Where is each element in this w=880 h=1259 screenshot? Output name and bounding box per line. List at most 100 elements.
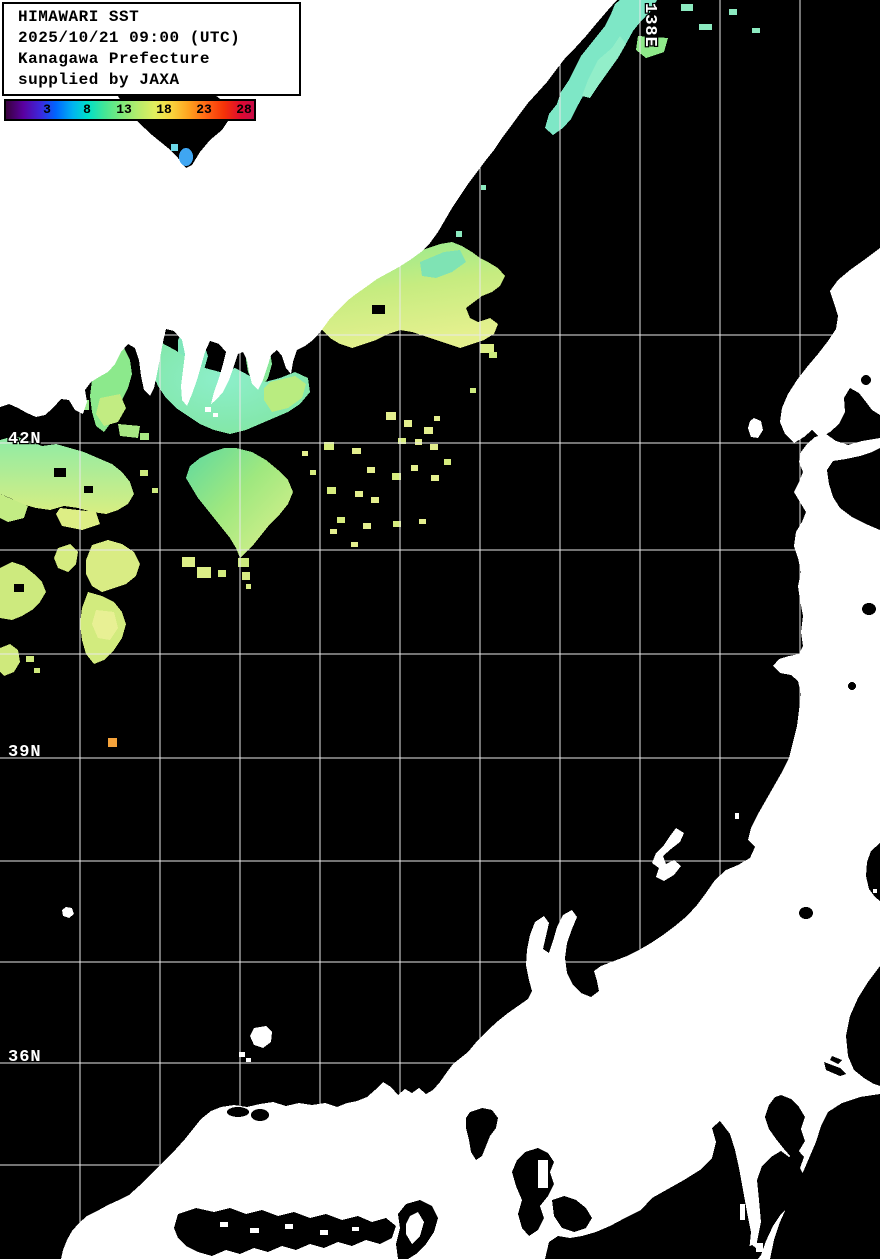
- mikawa-bay: [552, 1196, 592, 1232]
- sst-speck: [681, 4, 693, 11]
- island-niijima: [756, 1243, 763, 1252]
- sst-khanka-cyan: [171, 144, 178, 151]
- sst-field-hole: [54, 468, 66, 477]
- island-inland: [285, 1224, 293, 1229]
- island-awaji: [406, 1212, 424, 1244]
- sst-patch-left-field: [0, 436, 134, 514]
- sst-field-ext: [0, 494, 28, 522]
- lake-kitaura: [830, 1056, 842, 1064]
- island-okushiri: [748, 418, 763, 438]
- island-oki-dozen: [239, 1052, 245, 1057]
- island-russky: [213, 413, 218, 417]
- pacific-kashima: [846, 966, 880, 1086]
- labels-layer: 42N 39N 36N 138E: [7, 2, 661, 1069]
- island-inland: [220, 1222, 228, 1227]
- lake-nakaumi: [251, 1109, 269, 1121]
- water-layer: [118, 84, 880, 1259]
- island-sado: [652, 828, 684, 881]
- sst-field-ext: [56, 508, 100, 530]
- info-box: HIMAWARI SST 2025/10/21 09:00 (UTC) Kana…: [2, 2, 301, 96]
- island-ulleungdo: [62, 907, 74, 918]
- lake-kasumigaura: [824, 1062, 846, 1076]
- lake-towada: [862, 603, 876, 615]
- sst-speck: [218, 570, 226, 577]
- sst-cluster-core: [92, 610, 118, 640]
- izu-tip-water: [740, 1245, 760, 1259]
- islands-layer: [62, 813, 877, 1252]
- sst-speck: [729, 9, 737, 15]
- sst-speck: [34, 668, 40, 673]
- sst-cluster: [86, 540, 140, 592]
- lat-label-39n: 39N: [8, 743, 42, 762]
- sst-speck: [197, 567, 211, 578]
- sagami-bay: [755, 1149, 806, 1259]
- island-inland: [352, 1227, 359, 1231]
- sst-field-hole: [84, 486, 93, 493]
- lake-biwa: [466, 1108, 498, 1160]
- colorbar-tick: 13: [116, 102, 132, 117]
- island-chita-pen: [538, 1160, 548, 1188]
- sst-speck: [242, 572, 250, 580]
- sst-cluster: [54, 544, 78, 572]
- sst-speck: [140, 470, 148, 476]
- sst-speck: [26, 656, 34, 662]
- sst-khanka-blue: [179, 148, 193, 166]
- sst-speck-field: [302, 412, 451, 547]
- island-inland: [320, 1230, 328, 1235]
- sst-speck: [182, 557, 195, 567]
- pacific-boso: [770, 1094, 880, 1259]
- sst-speck: [246, 584, 251, 589]
- colorbar-tick: 8: [83, 102, 91, 117]
- sst-cluster-hole: [14, 584, 24, 592]
- tokyo-bay: [765, 1095, 805, 1157]
- lake-onuma: [861, 375, 871, 385]
- lake-shinji: [227, 1107, 249, 1117]
- sst-speck: [152, 488, 158, 493]
- colorbar-tick: 3: [43, 102, 51, 117]
- colorbar-tick: 28: [236, 102, 252, 117]
- land-honshu: [61, 434, 880, 1259]
- island-miyake: [740, 1204, 745, 1220]
- island-izu-oshima: [747, 1181, 757, 1193]
- sst-gulf-yellow: [264, 376, 306, 412]
- island-oki-dozen: [246, 1058, 251, 1062]
- sst-speck: [752, 28, 760, 33]
- sst-patch-north-green: [636, 36, 668, 58]
- colorbar-tick: 23: [196, 102, 212, 117]
- pacific-enshu: [545, 1121, 751, 1259]
- sst-west-bay-yellow: [96, 394, 126, 426]
- lat-label-36n: 36N: [8, 1048, 42, 1067]
- lake-sst-layer: [171, 144, 193, 166]
- sst-patch-coastal-band: [318, 242, 505, 348]
- sst-speck: [118, 424, 140, 438]
- sst-speck: [699, 24, 712, 30]
- lon-label-138e: 138E: [640, 3, 659, 48]
- seto-inland-sea: [174, 1208, 396, 1256]
- colorbar-legend: 3 8 13 18 23 28: [4, 99, 256, 121]
- sendai-bay: [866, 843, 880, 901]
- sst-orange-dot: [108, 738, 117, 747]
- sst-speck: [481, 185, 486, 190]
- sst-band-hole: [372, 305, 385, 314]
- island-oki: [250, 1026, 272, 1048]
- colorbar-tick: 18: [156, 102, 172, 117]
- map-datetime: 2025/10/21 09:00 (UTC): [18, 29, 241, 47]
- sst-speck: [470, 388, 476, 393]
- island-awashima: [735, 813, 739, 819]
- map-credit: supplied by JAXA: [18, 71, 180, 89]
- lake-tazawa: [848, 682, 856, 690]
- island-sendai-islet: [873, 889, 877, 893]
- land-hokkaido: [780, 248, 880, 443]
- sst-cluster: [0, 644, 20, 676]
- lake-inawashiro: [799, 907, 813, 919]
- sst-speck: [456, 231, 462, 237]
- sst-band-mint: [420, 250, 466, 278]
- sst-speck: [238, 558, 249, 567]
- sst-band-hole: [396, 340, 414, 352]
- sst-patch-north-inner: [582, 36, 626, 98]
- sst-speck: [489, 352, 497, 358]
- sst-speck: [480, 344, 494, 353]
